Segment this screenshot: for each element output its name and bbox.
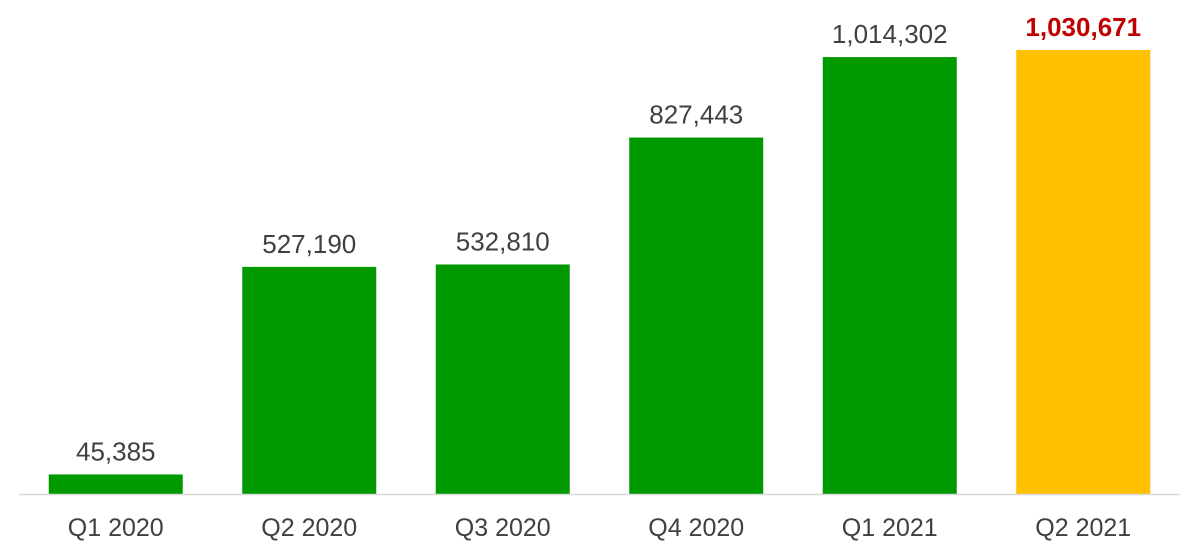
data-label-q2-2021: 1,030,671 — [1025, 12, 1141, 42]
data-label-q1-2020: 45,385 — [76, 436, 156, 466]
x-tick-label: Q3 2020 — [455, 514, 551, 542]
x-tick-label: Q4 2020 — [648, 514, 744, 542]
x-tick-label: Q2 2021 — [1035, 514, 1131, 542]
bar-q2-2020 — [242, 266, 377, 494]
data-labels-layer: 45,385 527,190 532,810 827,443 1,014,302 1,03… — [76, 12, 1141, 466]
data-label-q4-2020: 827,443 — [649, 100, 743, 130]
data-label-q1-2021: 1,014,302 — [832, 19, 948, 49]
bar-q4-2020 — [629, 137, 764, 495]
data-label-q2-2020: 527,190 — [262, 229, 356, 259]
x-tick-label: Q1 2021 — [842, 514, 938, 542]
x-tick-labels-layer: Q1 2020 Q2 2020 Q3 2020 Q4 2020 Q1 2021 Q2 20… — [68, 514, 1131, 542]
bar-q2-2021 — [1016, 50, 1151, 494]
bars-layer — [48, 50, 1151, 495]
bar-q1-2020 — [48, 474, 183, 494]
x-tick-label: Q2 2020 — [261, 514, 357, 542]
bar-q1-2021 — [822, 57, 957, 495]
data-label-q3-2020: 532,810 — [456, 226, 550, 256]
bar-q3-2020 — [435, 264, 570, 494]
x-tick-label: Q1 2020 — [68, 514, 164, 542]
